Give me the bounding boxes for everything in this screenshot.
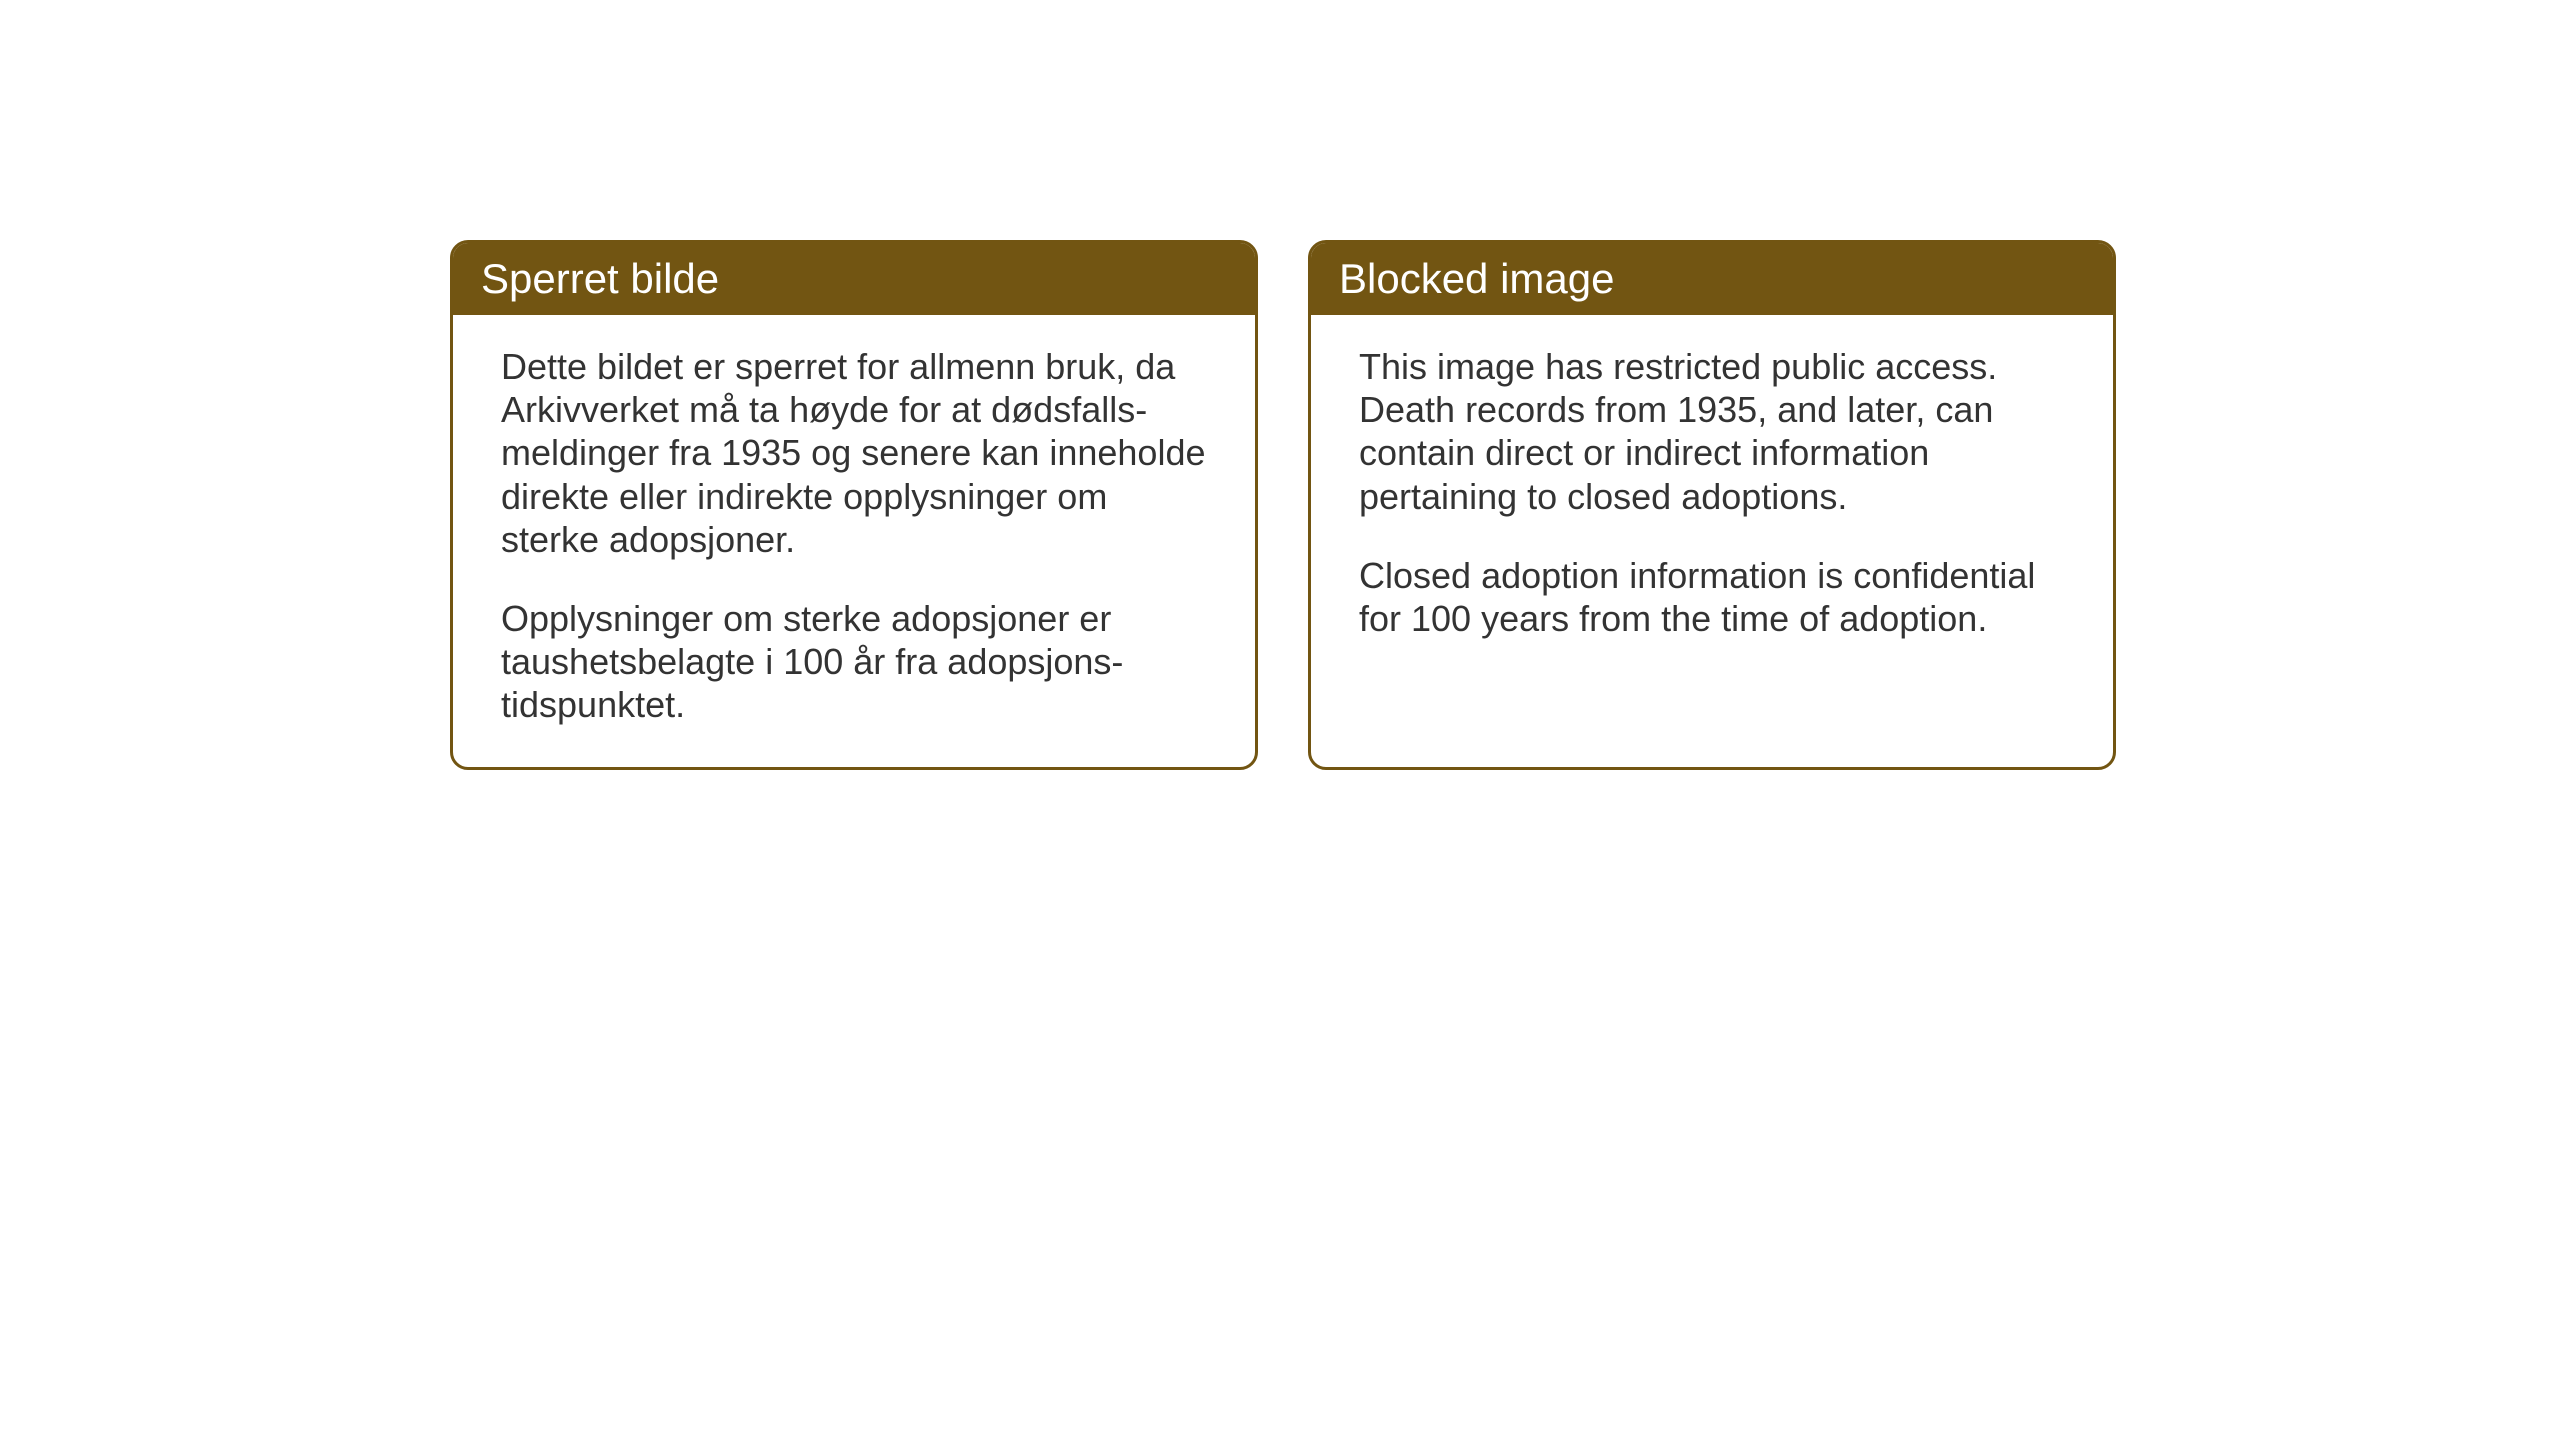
english-paragraph-2: Closed adoption information is confident… [1359,554,2065,640]
cards-container: Sperret bilde Dette bildet er sperret fo… [0,0,2560,770]
english-card-body: This image has restricted public access.… [1311,315,2113,680]
norwegian-card: Sperret bilde Dette bildet er sperret fo… [450,240,1258,770]
norwegian-card-body: Dette bildet er sperret for allmenn bruk… [453,315,1255,767]
english-card: Blocked image This image has restricted … [1308,240,2116,770]
english-card-title: Blocked image [1339,255,1614,302]
norwegian-paragraph-2: Opplysninger om sterke adopsjoner er tau… [501,597,1207,727]
norwegian-paragraph-1: Dette bildet er sperret for allmenn bruk… [501,345,1207,561]
norwegian-card-title: Sperret bilde [481,255,719,302]
english-card-header: Blocked image [1311,243,2113,315]
norwegian-card-header: Sperret bilde [453,243,1255,315]
english-paragraph-1: This image has restricted public access.… [1359,345,2065,518]
